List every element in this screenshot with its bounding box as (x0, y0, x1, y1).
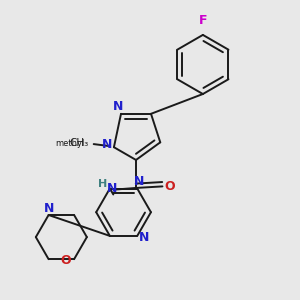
Text: N: N (44, 202, 54, 215)
Text: N: N (134, 175, 144, 188)
Text: CH₃: CH₃ (70, 138, 89, 148)
Text: N: N (107, 182, 117, 195)
Text: H: H (98, 179, 107, 189)
Text: N: N (139, 231, 149, 244)
Text: F: F (199, 14, 207, 27)
Text: O: O (60, 254, 71, 267)
Text: N: N (102, 138, 112, 151)
Text: methyl: methyl (56, 139, 85, 148)
Text: O: O (164, 180, 175, 193)
Text: N: N (113, 100, 124, 113)
